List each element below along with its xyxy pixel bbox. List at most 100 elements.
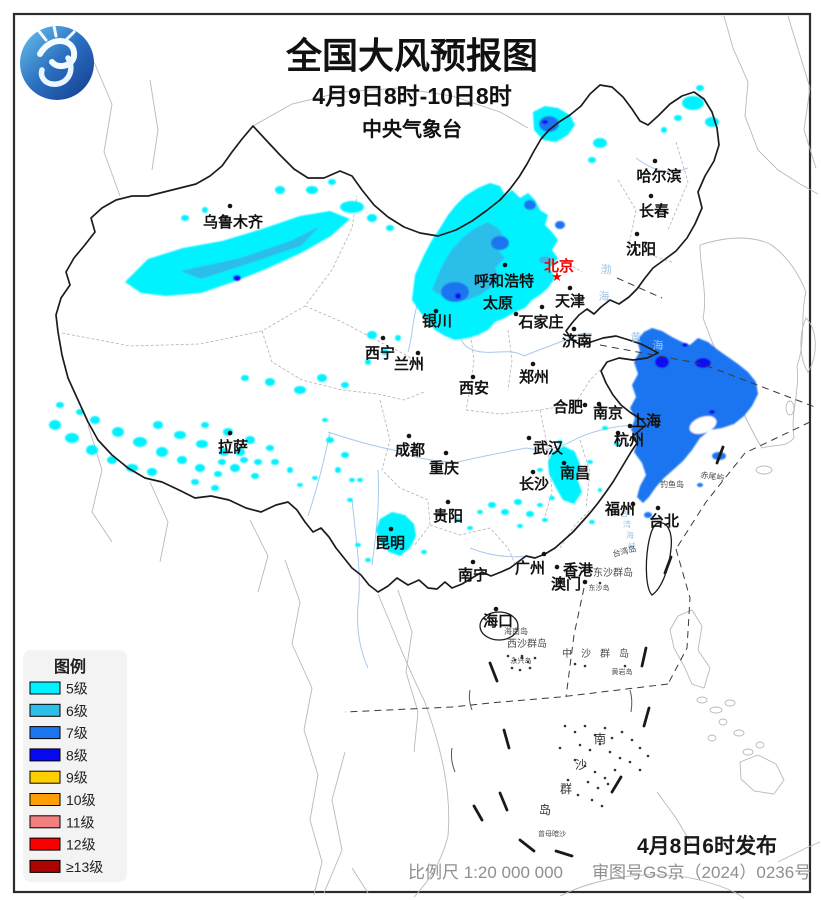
agency-name: 中央气象台: [362, 117, 462, 141]
wind-area-5: [557, 440, 563, 444]
city-dot: [470, 374, 476, 380]
city-label: 合肥: [552, 398, 583, 416]
china-border: [55, 84, 720, 593]
wind-area-7: [524, 200, 536, 210]
place-label: 西沙群岛: [507, 637, 547, 650]
islet-dot: [603, 776, 607, 780]
legend-label: 12级: [66, 837, 96, 853]
legend-label: 10级: [66, 792, 96, 808]
wind-area-7: [539, 116, 559, 132]
release-time: 4月8日6时发布: [637, 834, 777, 858]
city-dot: [652, 158, 658, 164]
wind-area-5: [312, 476, 318, 480]
wind-area-5: [201, 422, 209, 428]
nine-dash-line: [472, 445, 725, 858]
city-dot: [513, 311, 519, 317]
islet-dot: [618, 756, 622, 760]
capital-star: ★: [551, 269, 563, 284]
wind-area-5: [537, 468, 543, 472]
city-label: 西安: [459, 379, 489, 397]
place-label: 赤尾屿: [700, 470, 725, 482]
sea-label: 海: [599, 289, 610, 303]
city-label: 台北: [649, 512, 679, 530]
wind-area-6: [432, 222, 505, 302]
wind-area-5: [306, 186, 318, 194]
islet-dot: [518, 668, 522, 672]
wind-area-5: [254, 459, 262, 465]
hainan-island: [479, 611, 519, 641]
city-dot: [502, 262, 508, 268]
islet-dot: [583, 764, 587, 768]
islet-dot: [520, 656, 524, 660]
wind-area-5: [514, 499, 522, 505]
reef-mark: [450, 747, 456, 773]
sea-label: 渤: [601, 263, 612, 276]
wind-area-5: [477, 510, 483, 514]
islet-dot: [506, 654, 510, 658]
wind-area-5: [674, 115, 682, 121]
islet-dot: [583, 724, 587, 728]
wind-area-5: [181, 215, 189, 221]
wind-area-5: [455, 518, 461, 522]
wind-area-5: [265, 378, 275, 386]
wind-area-5: [195, 464, 205, 472]
islet-dot: [603, 726, 607, 730]
nansha-label-char: 南: [594, 731, 606, 746]
south-china-sea-islets: [450, 581, 650, 808]
capital-label: 北京: [544, 257, 574, 275]
city-dot: [561, 460, 567, 466]
wind-area-5: [347, 498, 353, 502]
place-label: 东沙岛: [589, 583, 610, 592]
city-dot: [627, 423, 633, 429]
wind-area-5: [251, 473, 259, 479]
sea-label: 台: [620, 508, 628, 518]
city-dot: [530, 469, 536, 475]
wind-area-5: [614, 442, 620, 446]
islet-dot: [593, 733, 597, 737]
wind-area-5: [467, 526, 473, 530]
islet-dot: [610, 736, 614, 740]
wind-area-8: [709, 410, 715, 414]
valid-period: 4月9日8时-10日8时: [312, 83, 511, 109]
wind-area-7-sea: [630, 328, 758, 503]
islet-dot: [596, 786, 600, 790]
wind-area-5: [156, 447, 168, 457]
map-scale: 比例尺 1:20 000 000: [408, 863, 563, 882]
city-label: 乌鲁木齐: [203, 213, 264, 231]
wind-area-7: [491, 236, 509, 250]
wind-area-5: [661, 127, 667, 133]
legend-label: 8级: [66, 747, 88, 763]
islet-dot: [620, 730, 624, 734]
wind-area-5: [598, 488, 602, 492]
nansha-label-char: 群: [560, 782, 572, 796]
city-dot: [227, 203, 233, 209]
wind-area-5: [219, 448, 229, 456]
wind-area-5: [549, 496, 555, 500]
header: 全国大风预报图 4月9日8时-10日8时 中央气象台: [20, 24, 538, 141]
wind-area-5: [355, 543, 361, 547]
city-label: 上海: [631, 412, 661, 430]
city-label: 重庆: [429, 459, 459, 477]
nansha-label-char: 岛: [539, 802, 551, 817]
wind-area-8: [655, 356, 669, 368]
legend-swatch: [29, 859, 61, 873]
city-label: 天津: [555, 292, 585, 310]
wind-patches: [49, 85, 758, 562]
wind-area-5: [297, 483, 303, 487]
wind-area-5: [367, 214, 377, 222]
city-dot: [554, 564, 560, 570]
legend-label: 9级: [66, 770, 88, 786]
city-label: 西宁: [365, 344, 395, 362]
sea-label: 峡: [628, 541, 636, 551]
city-label: 南昌: [560, 464, 590, 482]
city-label: 济南: [562, 332, 592, 350]
wind-area-5: [214, 471, 222, 477]
city-label: 澳门: [551, 575, 581, 593]
wind-area-5: [593, 138, 607, 148]
islet-dot: [638, 768, 642, 772]
place-label: 黄岩岛: [612, 667, 633, 676]
city-label: 南宁: [458, 566, 488, 584]
islet-dot: [528, 666, 532, 670]
wind-area-5: [335, 467, 341, 473]
sea-gap: [689, 416, 717, 434]
